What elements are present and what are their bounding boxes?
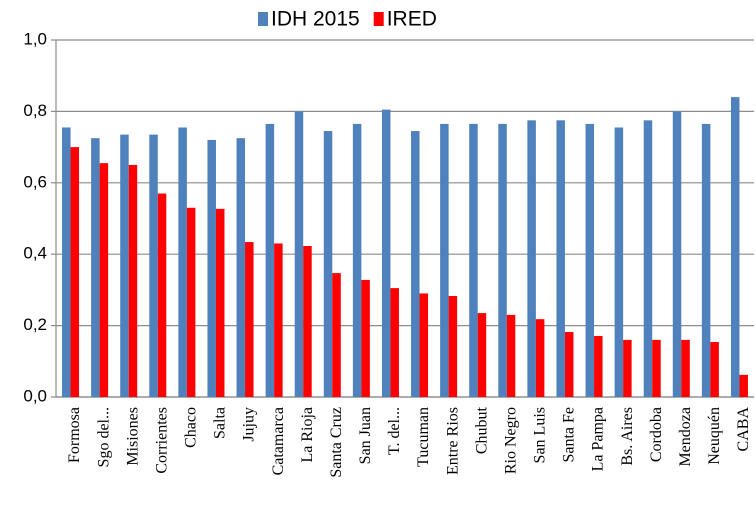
x-tick-label: Catamarca: [270, 407, 287, 475]
x-tick-label: Misiones: [124, 407, 141, 466]
bar: [207, 139, 216, 397]
x-tick-label: Jujuy: [241, 407, 258, 442]
x-tick-label: San Luis: [532, 407, 549, 463]
bar: [535, 319, 545, 397]
bar: [419, 293, 429, 397]
bar: [506, 314, 516, 397]
bar: [594, 335, 603, 397]
x-tick-label: Formosa: [66, 407, 83, 463]
bar: [623, 339, 632, 397]
legend-label: IDH 2015: [271, 8, 360, 31]
x-tick-label: Salta: [212, 407, 229, 439]
bar: [739, 374, 748, 397]
bar: [643, 120, 653, 397]
legend-label: IRED: [387, 8, 437, 31]
bar: [381, 109, 391, 398]
bar: [332, 273, 341, 397]
bar: [323, 131, 333, 397]
x-tick-label: Bs. Aires: [619, 407, 636, 466]
bar: [99, 163, 109, 397]
bar: [361, 279, 370, 397]
x-tick-label: CABA: [735, 407, 752, 452]
bar: [265, 123, 275, 398]
y-tick-label: 0,0: [23, 386, 47, 405]
bar: [730, 97, 740, 398]
bar: [469, 123, 478, 398]
x-tick-label: Chubut: [473, 406, 490, 454]
x-tick-label: Santa Cruz: [328, 407, 345, 478]
x-tick-label: Mendoza: [677, 407, 694, 467]
bar: [498, 123, 507, 398]
bar: [411, 131, 420, 397]
y-tick-label: 0,8: [23, 101, 47, 120]
x-tick-label: T. del...: [386, 407, 403, 455]
bar: [70, 147, 80, 397]
bar: [236, 138, 246, 398]
x-tick-label: Tucuman: [415, 407, 432, 467]
bar: [390, 288, 399, 397]
bar: [556, 120, 565, 397]
x-tick-label: Chaco: [183, 407, 200, 448]
bar: [585, 123, 595, 398]
y-tick-label: 0,4: [23, 244, 47, 263]
x-tick-label: Cordoba: [648, 407, 665, 462]
x-tick-label: La Rioja: [299, 407, 316, 463]
bar: [62, 127, 71, 397]
bar: [710, 342, 719, 397]
bar: [245, 242, 254, 397]
bar: [178, 127, 187, 397]
x-tick-label: Rio Negro: [502, 407, 519, 474]
bar: [120, 134, 129, 398]
bar: [440, 123, 449, 398]
x-tick-label: Santa Fe: [561, 407, 578, 463]
bar: [652, 339, 661, 397]
bar: [91, 138, 100, 398]
bar: [672, 111, 682, 398]
x-tick-label: Neuquén: [706, 407, 723, 465]
bar: [614, 127, 624, 397]
legend-swatch: [258, 12, 268, 26]
bar: [477, 313, 487, 397]
legend-swatch: [373, 12, 384, 26]
y-tick-label: 0,6: [23, 172, 47, 191]
x-tick-label: San Juan: [357, 407, 374, 464]
x-tick-label: La Pampa: [590, 407, 607, 471]
bar: [149, 134, 158, 398]
bar: [701, 123, 711, 398]
bar: [448, 295, 458, 397]
bar: [157, 193, 167, 397]
bar: [352, 123, 362, 398]
bar: [527, 120, 536, 397]
x-tick-label: Corrientes: [153, 407, 170, 474]
x-tick-label: Sgo del...: [95, 407, 112, 467]
bar: [303, 245, 312, 397]
bar: [215, 208, 225, 397]
bar: [294, 111, 304, 398]
bar: [681, 339, 690, 397]
bar: [274, 243, 283, 397]
bar: [564, 332, 574, 397]
y-tick-label: 0,2: [23, 315, 47, 334]
y-tick-label: 1,0: [23, 29, 47, 48]
bar: [186, 207, 196, 397]
x-tick-label: Entre Rios: [444, 407, 461, 475]
bar: [128, 164, 138, 397]
